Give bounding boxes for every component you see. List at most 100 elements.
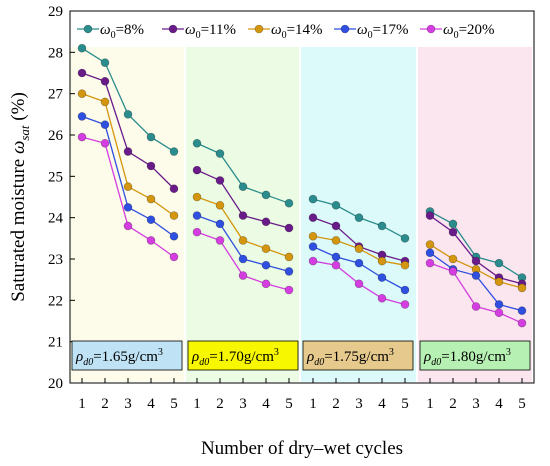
data-point bbox=[448, 219, 458, 229]
data-point bbox=[146, 161, 156, 171]
data-point bbox=[261, 244, 271, 253]
data-point bbox=[215, 176, 225, 185]
data-point bbox=[400, 300, 410, 309]
data-point bbox=[494, 300, 504, 309]
data-point bbox=[400, 285, 410, 295]
x-tick-label: 3 bbox=[355, 396, 363, 412]
data-point bbox=[400, 234, 410, 243]
data-series bbox=[77, 43, 527, 328]
data-point bbox=[169, 147, 179, 156]
x-tick-label: 2 bbox=[216, 396, 224, 412]
data-point bbox=[77, 132, 87, 142]
data-point bbox=[308, 231, 318, 241]
data-point bbox=[284, 252, 294, 262]
data-point bbox=[100, 120, 110, 129]
data-point bbox=[354, 258, 364, 268]
data-point bbox=[261, 190, 271, 200]
legend-marker bbox=[426, 24, 436, 34]
data-point bbox=[192, 211, 202, 220]
density-unit-exponent: 3 bbox=[506, 347, 511, 358]
y-tick-label: 28 bbox=[48, 45, 63, 61]
legend-value: =14% bbox=[287, 22, 323, 38]
legend-label: ω0=17% bbox=[357, 22, 409, 41]
data-point bbox=[100, 76, 110, 86]
legend-symbol: ω bbox=[271, 22, 282, 38]
y-title-unit: (%) bbox=[8, 92, 29, 125]
data-point bbox=[331, 221, 341, 231]
y-axis-title: Saturated moisture ωsat (%) bbox=[8, 92, 32, 302]
legend-subscript: 0 bbox=[368, 30, 373, 41]
y-title-text: Saturated moisture bbox=[8, 154, 29, 302]
legend-label: ω0=11% bbox=[185, 22, 236, 41]
data-point bbox=[238, 236, 248, 245]
data-point bbox=[169, 184, 179, 194]
legend-marker bbox=[168, 24, 178, 34]
data-point bbox=[308, 256, 318, 266]
data-point bbox=[77, 43, 87, 53]
data-point bbox=[238, 182, 248, 191]
data-point bbox=[425, 258, 435, 268]
data-point bbox=[377, 273, 387, 282]
density-unit-exponent: 3 bbox=[158, 347, 163, 358]
data-point bbox=[425, 248, 435, 258]
x-tick-label: 2 bbox=[449, 396, 457, 412]
data-point bbox=[169, 252, 179, 262]
legend-subscript: 0 bbox=[111, 30, 116, 41]
legend-label: ω0=14% bbox=[271, 22, 323, 41]
data-point bbox=[146, 132, 156, 142]
x-tick-label: 5 bbox=[285, 396, 293, 412]
legend-label: ω0=20% bbox=[443, 22, 495, 41]
x-tick-label: 4 bbox=[495, 396, 503, 412]
data-point bbox=[400, 260, 410, 270]
data-point bbox=[354, 279, 364, 289]
legend-marker bbox=[254, 24, 264, 34]
legend-value: =20% bbox=[459, 22, 495, 38]
legend-subscript: 0 bbox=[196, 30, 201, 41]
density-symbol: ρ bbox=[306, 349, 314, 365]
density-unit-exponent: 3 bbox=[274, 347, 279, 358]
data-point bbox=[308, 213, 318, 222]
data-point bbox=[261, 279, 271, 289]
data-point bbox=[308, 242, 318, 251]
data-point bbox=[238, 271, 248, 280]
x-tick-label: 1 bbox=[193, 396, 201, 412]
data-point bbox=[354, 213, 364, 222]
density-label: ρd0=1.70g/cm3 bbox=[191, 347, 279, 368]
data-point bbox=[192, 227, 202, 237]
legend-subscript: 0 bbox=[282, 30, 287, 41]
y-tick-label: 23 bbox=[48, 252, 63, 268]
density-label-box bbox=[187, 340, 299, 371]
density-subscript: d0 bbox=[314, 357, 324, 368]
data-point bbox=[448, 227, 458, 237]
data-point bbox=[494, 258, 504, 268]
legend-symbol: ω bbox=[443, 22, 454, 38]
data-point bbox=[377, 221, 387, 231]
y-tick-label: 25 bbox=[48, 169, 63, 185]
data-point bbox=[215, 200, 225, 210]
density-label-box bbox=[71, 340, 183, 371]
density-label-box bbox=[419, 340, 531, 371]
x-tick-label: 5 bbox=[170, 396, 178, 412]
legend-symbol: ω bbox=[357, 22, 368, 38]
data-point bbox=[100, 58, 110, 67]
density-label: ρd0=1.75g/cm3 bbox=[306, 347, 394, 368]
data-point bbox=[308, 194, 318, 204]
data-point bbox=[146, 194, 156, 204]
legend-marker bbox=[83, 24, 93, 34]
data-point bbox=[471, 271, 481, 280]
y-tick-label: 27 bbox=[48, 87, 64, 103]
density-value: =1.75g/cm bbox=[324, 349, 389, 365]
y-tick-label: 22 bbox=[48, 293, 63, 309]
data-point bbox=[331, 200, 341, 210]
density-symbol: ρ bbox=[75, 349, 83, 365]
data-point bbox=[284, 285, 294, 295]
data-point bbox=[517, 306, 527, 315]
data-point bbox=[331, 260, 341, 270]
x-axis-title: Number of dry–wet cycles bbox=[201, 438, 403, 459]
data-point bbox=[215, 236, 225, 245]
legend-label: ω0=8% bbox=[100, 22, 144, 41]
data-point bbox=[123, 182, 133, 191]
y-tick-label: 26 bbox=[48, 128, 64, 144]
